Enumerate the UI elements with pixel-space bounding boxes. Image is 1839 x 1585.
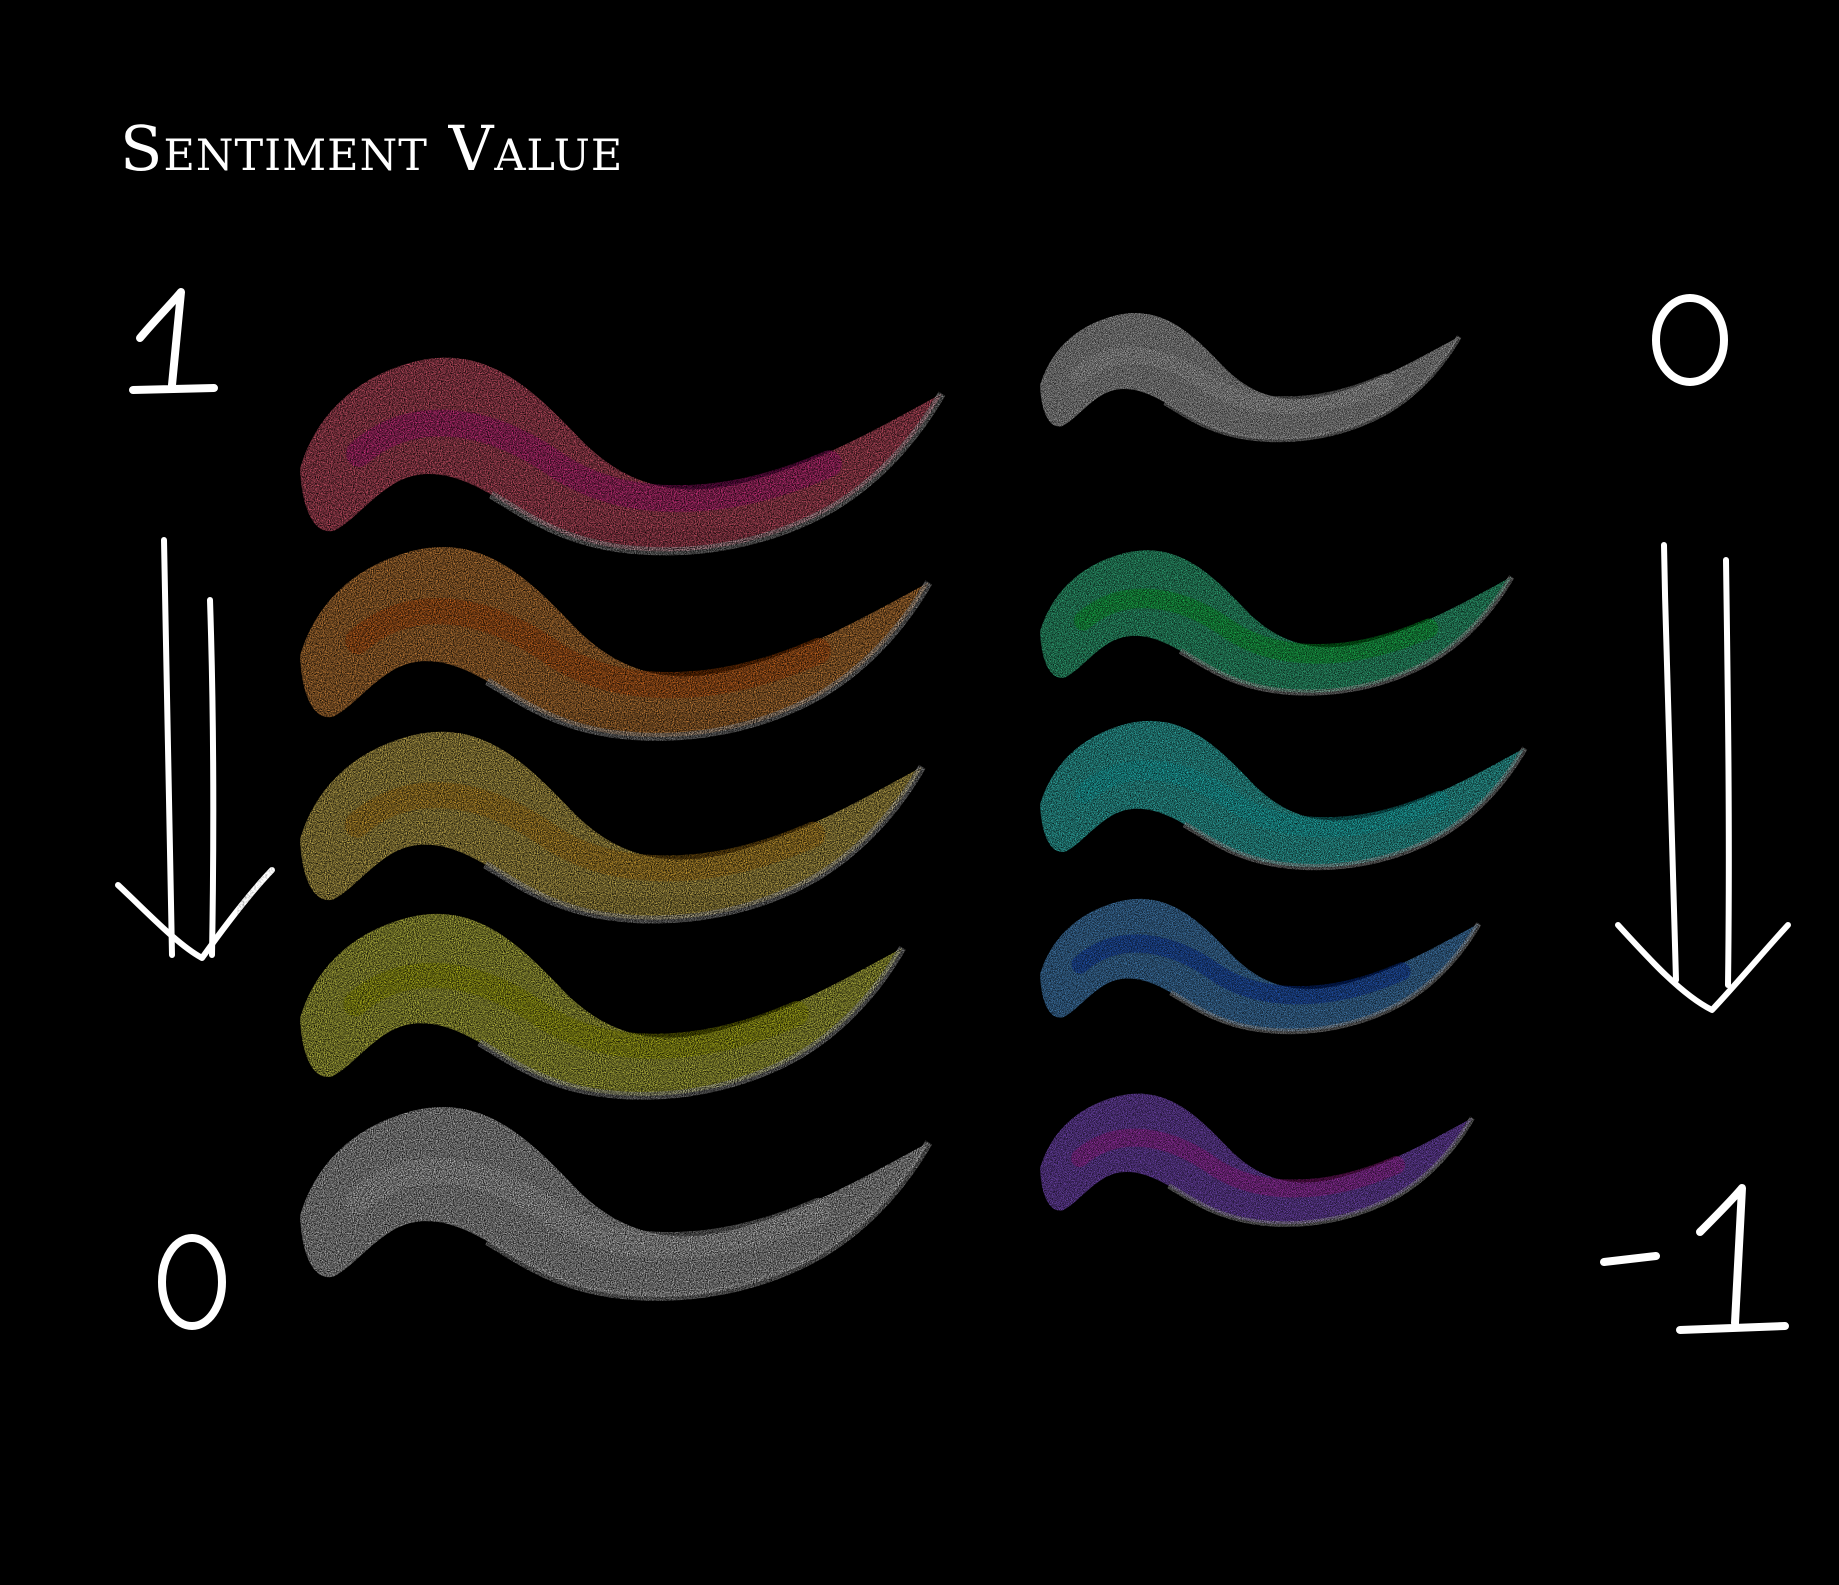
left-bottom-value-mark xyxy=(158,1234,226,1330)
right-swatch-5 xyxy=(1040,1093,1475,1227)
right-top-value-mark xyxy=(1652,294,1728,386)
left-top-value-mark xyxy=(129,288,218,394)
left-swatch-2 xyxy=(300,547,933,741)
page-title: Sentiment Value xyxy=(120,112,624,185)
left-down-arrow xyxy=(115,537,275,961)
right-down-arrow xyxy=(1615,542,1791,1013)
right-swatch-column xyxy=(1040,313,1528,1227)
left-swatch-column xyxy=(300,357,946,1301)
left-swatch-3 xyxy=(300,731,926,924)
right-bottom-value-mark xyxy=(1600,1184,1789,1334)
left-swatch-4 xyxy=(300,913,906,1100)
right-swatch-1 xyxy=(1040,313,1462,443)
right-swatch-3 xyxy=(1040,720,1528,871)
right-swatch-4 xyxy=(1040,898,1482,1035)
right-swatch-2 xyxy=(1040,550,1515,696)
left-swatch-1 xyxy=(300,357,946,556)
left-swatch-5 xyxy=(300,1107,933,1301)
